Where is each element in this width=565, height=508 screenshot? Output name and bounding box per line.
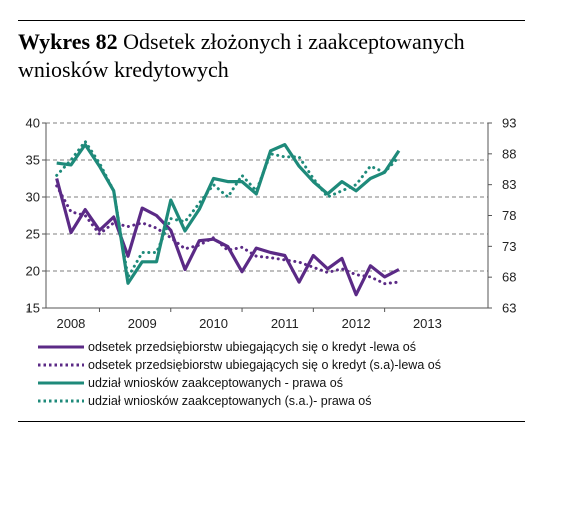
legend-swatch-solid-green [38, 381, 84, 385]
legend-label-applications-sa: odsetek przedsiębiorstw ubiegających się… [88, 358, 441, 372]
legend-item-applications-sa: odsetek przedsiębiorstw ubiegających się… [38, 356, 441, 374]
figure-frame: Wykres 82 Odsetek złożonych i zaakceptow… [18, 20, 525, 422]
legend-item-accepted: udział wniosków zaakceptowanych - prawa … [38, 374, 441, 392]
legend-item-applications: odsetek przedsiębiorstw ubiegających się… [38, 338, 441, 356]
legend-swatch-dotted-green [38, 399, 84, 403]
legend-label-accepted-sa: udział wniosków zaakceptowanych (s.a.)- … [88, 394, 372, 408]
x-tick-label-1: 2009 [128, 316, 157, 331]
right-tick-label-5: 88 [502, 146, 516, 161]
right-tick-label-4: 83 [502, 177, 516, 192]
x-tick-label-5: 2013 [413, 316, 442, 331]
x-tick-label-3: 2011 [271, 316, 299, 331]
legend-swatch-dotted-purple [38, 363, 84, 367]
chart-title-text: Odsetek złożonych i zaakceptowanych wnio… [18, 29, 465, 82]
right-tick-label-1: 68 [502, 270, 516, 285]
legend: odsetek przedsiębiorstw ubiegających się… [38, 338, 441, 410]
legend-label-applications: odsetek przedsiębiorstw ubiegających się… [88, 340, 416, 354]
series-line-2 [56, 142, 401, 285]
right-tick-label-6: 93 [502, 116, 516, 131]
top-rule [18, 20, 525, 21]
right-tick-label-2: 73 [502, 239, 516, 254]
legend-swatch-solid-purple [38, 345, 84, 349]
series-line-3 [55, 140, 401, 279]
left-tick-label-0: 15 [26, 301, 40, 316]
series-line-0 [55, 178, 400, 297]
right-tick-label-3: 78 [502, 208, 516, 223]
right-tick-label-0: 63 [502, 301, 516, 316]
legend-item-accepted-sa: udział wniosków zaakceptowanych (s.a.)- … [38, 392, 441, 410]
series-line-1 [55, 184, 401, 286]
left-tick-label-3: 30 [26, 190, 40, 205]
bottom-rule [18, 421, 525, 422]
left-tick-label-4: 35 [26, 153, 40, 168]
left-tick-label-1: 20 [26, 264, 40, 279]
legend-label-accepted: udział wniosków zaakceptowanych - prawa … [88, 376, 343, 390]
chart-title: Wykres 82 Odsetek złożonych i zaakceptow… [18, 28, 525, 84]
left-tick-label-5: 40 [26, 116, 40, 131]
x-tick-label-2: 2010 [199, 316, 228, 331]
chart-title-prefix: Wykres 82 [18, 29, 118, 54]
x-tick-label-4: 2012 [342, 316, 371, 331]
x-tick-label-0: 2008 [56, 316, 85, 331]
left-tick-label-2: 25 [26, 227, 40, 242]
line-chart: 15 20 25 30 35 40 63 68 73 78 83 88 93 2008 2009 2010 20… [26, 116, 517, 332]
